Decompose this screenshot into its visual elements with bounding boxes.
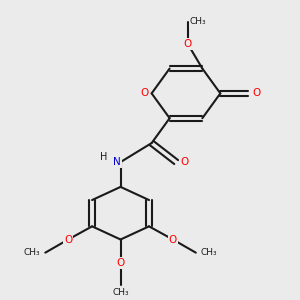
Text: CH₃: CH₃ [112,288,129,297]
Text: N: N [113,157,121,167]
Text: O: O [140,88,148,98]
Text: CH₃: CH₃ [24,248,40,257]
Text: O: O [169,235,177,244]
Text: CH₃: CH₃ [190,17,206,26]
Text: O: O [184,39,192,49]
Text: O: O [64,235,72,244]
Text: H: H [100,152,107,162]
Text: CH₃: CH₃ [201,248,217,257]
Text: O: O [116,258,125,268]
Text: O: O [180,157,188,167]
Text: O: O [252,88,260,98]
